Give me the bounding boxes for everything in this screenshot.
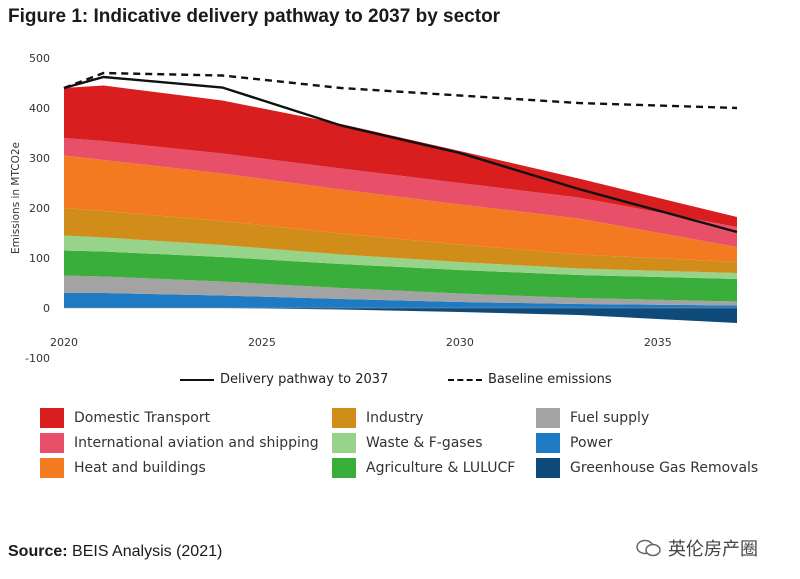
x-tick-label: 2035 bbox=[644, 336, 672, 349]
legend-label: Waste & F-gases bbox=[366, 435, 483, 451]
legend-label: Industry bbox=[366, 410, 424, 426]
area-agriculture-lulucf bbox=[64, 250, 737, 302]
area-greenhouse-gas-removals bbox=[64, 308, 737, 323]
area-waste-f-gases bbox=[64, 235, 737, 279]
legend-item-agriculture-lulucf: Agriculture & LULUCF bbox=[332, 458, 515, 478]
y-tick-label: -100 bbox=[25, 352, 50, 365]
legend-delivery-label: Delivery pathway to 2037 bbox=[220, 372, 389, 387]
wechat-icon bbox=[636, 539, 661, 557]
legend-label: Domestic Transport bbox=[74, 410, 211, 426]
legend-label: Heat and buildings bbox=[74, 460, 206, 476]
legend-baseline-label: Baseline emissions bbox=[488, 372, 612, 387]
legend-item-industry: Industry bbox=[332, 408, 424, 428]
figure-title: Figure 1: Indicative delivery pathway to… bbox=[8, 6, 501, 27]
legend-swatch bbox=[536, 408, 560, 428]
legend-swatch bbox=[332, 433, 356, 453]
sector-legend: Domestic Transport International aviation… bbox=[40, 408, 780, 498]
legend-item-waste-f-gases: Waste & F-gases bbox=[332, 433, 483, 453]
legend-label: Greenhouse Gas Removals bbox=[570, 460, 759, 476]
legend-item-greenhouse-gas-removals: Greenhouse Gas Removals bbox=[536, 458, 758, 478]
x-tick-label: 2030 bbox=[446, 336, 474, 349]
legend-swatch bbox=[536, 433, 560, 453]
line-baseline-emissions bbox=[63, 71, 738, 110]
y-tick-label: 200 bbox=[29, 202, 50, 215]
legend-swatch bbox=[40, 458, 64, 478]
y-tick-label: 400 bbox=[29, 102, 50, 115]
legend-swatch bbox=[332, 408, 356, 428]
legend-swatch bbox=[40, 433, 64, 453]
area-heat-and-buildings bbox=[64, 155, 737, 262]
legend-item-domestic-transport: Domestic Transport bbox=[40, 408, 210, 428]
y-tick-label: 500 bbox=[29, 52, 50, 65]
y-tick-label: 100 bbox=[29, 252, 50, 265]
y-axis-label: Emissions in MTCO2e bbox=[10, 142, 22, 254]
legend-item-fuel-supply: Fuel supply bbox=[536, 408, 649, 428]
area-industry bbox=[64, 208, 737, 273]
legend-item-heat-and-buildings: Heat and buildings bbox=[40, 458, 206, 478]
legend-swatch bbox=[536, 458, 560, 478]
legend-label: Fuel supply bbox=[570, 410, 650, 426]
source-label: Source: bbox=[8, 543, 68, 560]
watermark-text: 英伦房产圈 bbox=[668, 539, 758, 560]
legend-swatch bbox=[332, 458, 356, 478]
area-domestic-transport bbox=[64, 85, 737, 227]
dashed-line-sample bbox=[448, 378, 482, 381]
x-tick-label: 2020 bbox=[50, 336, 78, 349]
watermark: 英伦房产圈 bbox=[636, 535, 758, 561]
legend-swatch bbox=[40, 408, 64, 428]
x-tick-label: 2025 bbox=[248, 336, 276, 349]
legend-label: International aviation and shipping bbox=[74, 435, 319, 451]
legend-item-international-aviation-and-shipping: International aviation and shipping bbox=[40, 433, 319, 453]
area-fuel-supply bbox=[64, 275, 737, 306]
legend-label: Power bbox=[570, 435, 613, 451]
y-tick-label: 300 bbox=[29, 152, 50, 165]
legend-label: Agriculture & LULUCF bbox=[366, 460, 516, 476]
source-note: Source: BEIS Analysis (2021) bbox=[8, 543, 222, 561]
area-international-aviation-and-shipping bbox=[64, 138, 737, 247]
solid-line-sample bbox=[180, 378, 214, 381]
line-delivery-pathway-to-2037 bbox=[63, 75, 738, 234]
y-tick-label: 0 bbox=[43, 302, 50, 315]
source-text: BEIS Analysis (2021) bbox=[72, 543, 223, 560]
legend-delivery-pathway: Delivery pathway to 2037 bbox=[180, 372, 388, 387]
legend-item-power: Power bbox=[536, 433, 612, 453]
legend-baseline-emissions: Baseline emissions bbox=[448, 372, 612, 387]
